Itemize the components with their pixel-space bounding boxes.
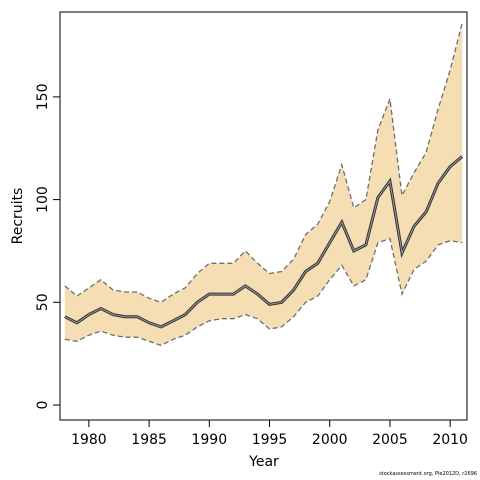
y-tick-label: 50 (35, 293, 51, 311)
y-tick-label: 0 (35, 401, 51, 410)
upper-bound-line (64, 22, 463, 304)
x-tick-label: 1990 (191, 432, 227, 448)
y-axis: 0 50 100 150 (35, 84, 60, 410)
x-tick-label: 2005 (372, 432, 408, 448)
x-tick-label: 1995 (252, 432, 288, 448)
y-axis-label: Recruits (10, 188, 26, 245)
y-tick-label: 150 (35, 84, 51, 111)
plot-area (64, 22, 464, 347)
x-tick-label: 1985 (131, 432, 167, 448)
footer-credit: stockassessment.org, Ple2012D, r2696 (379, 471, 477, 477)
y-tick-label: 100 (35, 186, 51, 213)
x-tick-label: 2000 (312, 432, 348, 448)
x-tick-label: 2010 (432, 432, 468, 448)
plot-frame (59, 11, 468, 421)
x-tick-label: 1980 (71, 432, 107, 448)
x-axis: 1980 1985 1990 1995 2000 2005 2010 (71, 420, 468, 448)
x-axis-label: Year (248, 454, 279, 470)
estimate-line-inner (64, 156, 463, 328)
lower-bound-line (64, 237, 463, 347)
confidence-band (64, 22, 463, 346)
